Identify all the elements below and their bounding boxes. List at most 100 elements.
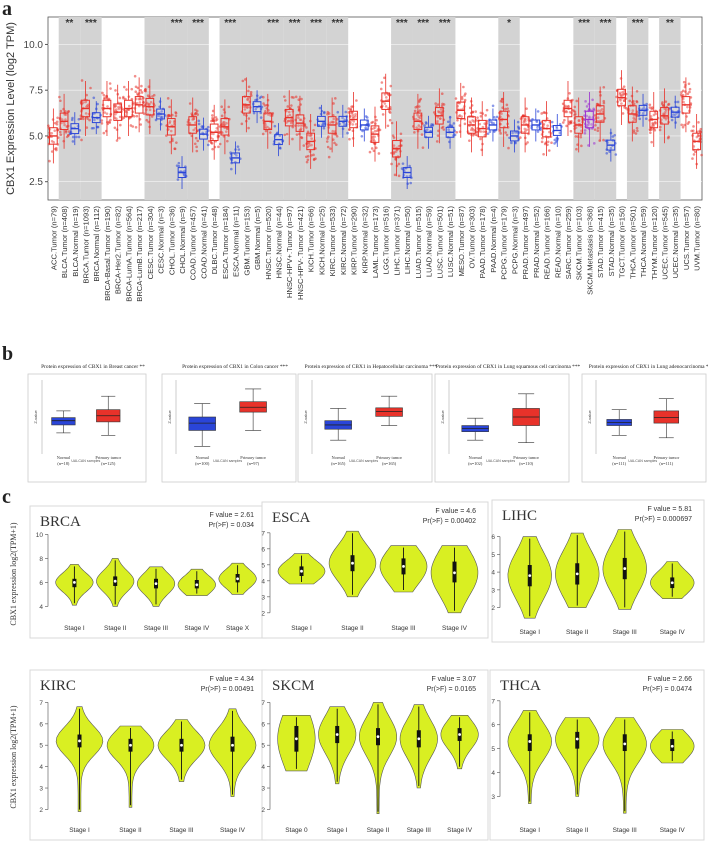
data-point (514, 141, 517, 145)
data-point (485, 108, 489, 112)
panel-a-expression-boxplot: ** *** *** *** *** *** *** *** *** *** *** *** * *** *… (5, 16, 703, 302)
data-point (692, 153, 696, 156)
data-point (602, 138, 605, 142)
data-point (499, 132, 502, 135)
y-tick-label: 5 (491, 746, 495, 753)
data-point (432, 111, 436, 114)
data-point (300, 97, 303, 101)
data-point (279, 147, 282, 150)
data-point (348, 137, 351, 141)
normal-count: (n=18) (57, 461, 70, 466)
data-point (547, 149, 551, 152)
data-point (457, 114, 461, 118)
data-point (596, 126, 600, 130)
data-point (351, 113, 354, 116)
data-point (468, 139, 471, 142)
protein-chart-frame (27, 373, 147, 483)
x-tick-label: LIHC.Normal (n=50) (403, 206, 412, 275)
data-point (177, 161, 181, 165)
x-tick-label: UCEC.Normal (n=35) (671, 206, 680, 279)
x-tick-label: BRCA.Tumor (n=1093) (82, 206, 91, 284)
data-point (60, 121, 63, 125)
data-point (114, 104, 118, 108)
data-point (351, 137, 355, 140)
data-point (468, 106, 472, 110)
violin-median (623, 567, 627, 570)
data-point (555, 125, 558, 128)
data-point (615, 95, 618, 99)
data-point (388, 118, 392, 122)
protein-chart-frame (581, 373, 707, 483)
f-value: F value = 4.34 (209, 676, 254, 683)
data-point (171, 139, 174, 143)
significance-label: *** (417, 18, 429, 29)
data-point (390, 121, 394, 125)
data-point (306, 158, 310, 162)
data-point (48, 159, 51, 163)
group-shade (626, 17, 649, 200)
data-point (297, 124, 300, 127)
data-point (505, 133, 509, 137)
data-point (442, 103, 446, 106)
data-point (435, 140, 439, 143)
data-point (174, 114, 178, 118)
protein-chart-title: Protein expression of CBX1 in Colon canc… (182, 363, 288, 370)
data-point (224, 130, 228, 133)
data-point (373, 129, 377, 133)
normal-count: (n=165) (331, 461, 346, 466)
data-point (693, 150, 697, 154)
data-point (575, 147, 578, 151)
data-point (650, 140, 653, 144)
data-point (254, 107, 258, 111)
data-point (546, 124, 549, 127)
data-point (649, 115, 653, 118)
data-point (574, 112, 577, 116)
data-point (686, 92, 690, 96)
data-point (125, 113, 129, 117)
data-point (286, 105, 290, 108)
data-point (670, 118, 674, 122)
data-point (650, 107, 654, 111)
violin-median (236, 577, 240, 581)
data-point (417, 100, 421, 103)
data-point (344, 110, 348, 114)
data-point (631, 109, 635, 112)
data-point (273, 124, 277, 128)
data-point (486, 132, 490, 135)
data-point (350, 105, 353, 108)
data-point (80, 79, 84, 82)
data-point (299, 127, 303, 130)
x-tick-label: PRAD.Tumor (n=497) (521, 206, 530, 280)
data-point (700, 153, 703, 157)
data-point (124, 97, 127, 101)
group-shade (80, 17, 102, 200)
data-point (613, 133, 617, 137)
data-point (409, 181, 413, 185)
data-point (100, 122, 104, 125)
f-value: F value = 4.6 (435, 508, 476, 515)
data-point (247, 117, 251, 120)
data-point (298, 132, 301, 136)
data-point (381, 113, 385, 116)
data-point (81, 101, 85, 104)
data-point (145, 118, 149, 122)
data-point (295, 133, 299, 136)
data-point (608, 150, 611, 153)
data-point (125, 111, 129, 115)
data-point (408, 174, 412, 178)
data-point (695, 130, 699, 134)
data-point (681, 125, 685, 129)
data-point (379, 87, 383, 91)
data-point (343, 118, 346, 122)
significance-label: *** (578, 18, 590, 29)
data-point (620, 94, 623, 98)
data-point (135, 114, 139, 118)
x-tick-label: Stage IV (660, 827, 686, 834)
data-point (118, 96, 122, 100)
data-point (561, 121, 565, 124)
data-point (479, 115, 483, 118)
data-point (568, 91, 571, 95)
data-point (375, 118, 378, 122)
significance-label: *** (224, 18, 236, 29)
data-point (351, 123, 355, 126)
